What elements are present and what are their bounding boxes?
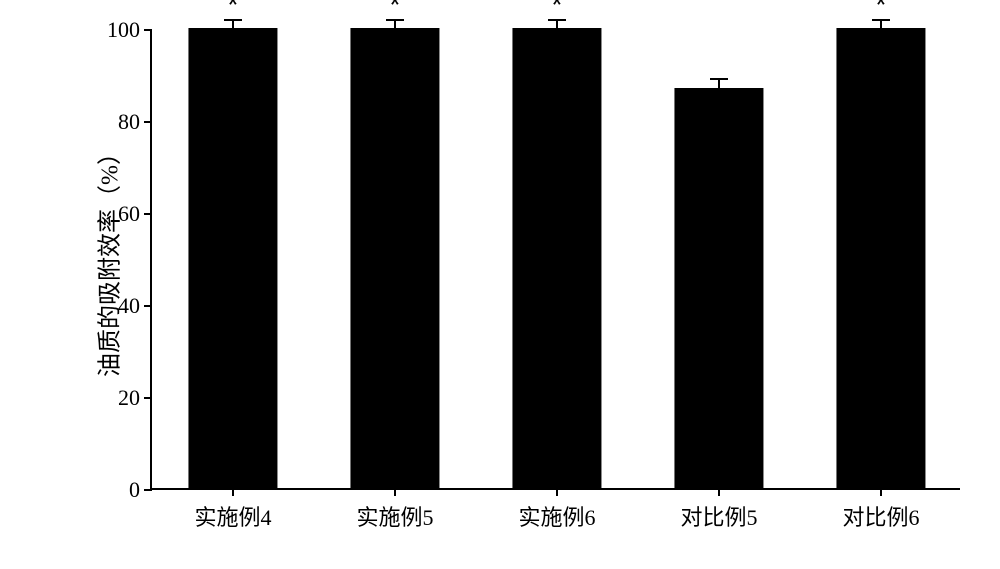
- y-tick: [144, 121, 152, 123]
- error-line: [232, 19, 234, 42]
- error-line: [556, 19, 558, 42]
- x-tick-label: 对比例5: [680, 500, 757, 532]
- y-tick-label: 80: [118, 109, 140, 135]
- chart-container: 油质的吸附效率（%） 020406080100*实施例4*实施例5*实施例6对比…: [90, 20, 970, 540]
- error-cap-bottom: [710, 99, 728, 101]
- error-line: [394, 19, 396, 42]
- x-tick-label: 实施例5: [356, 500, 433, 532]
- error-bar: [880, 19, 882, 42]
- x-tick: [394, 488, 396, 496]
- bar: [836, 28, 925, 488]
- y-tick: [144, 489, 152, 491]
- significance-mark: *: [390, 0, 401, 21]
- bar: [674, 88, 763, 488]
- y-tick: [144, 29, 152, 31]
- error-cap-top: [710, 78, 728, 80]
- error-line: [718, 78, 720, 101]
- y-tick: [144, 305, 152, 307]
- error-cap-bottom: [224, 40, 242, 42]
- error-bar: [232, 19, 234, 42]
- x-tick-label: 对比例6: [842, 500, 919, 532]
- y-tick-label: 60: [118, 201, 140, 227]
- significance-mark: *: [552, 0, 563, 21]
- y-tick: [144, 213, 152, 215]
- error-cap-bottom: [386, 40, 404, 42]
- x-tick-label: 实施例6: [518, 500, 595, 532]
- error-cap-bottom: [872, 40, 890, 42]
- y-tick-label: 40: [118, 293, 140, 319]
- error-bar: [556, 19, 558, 42]
- bar: [512, 28, 601, 488]
- x-tick-label: 实施例4: [194, 500, 271, 532]
- x-tick: [718, 488, 720, 496]
- y-axis-title: 油质的吸附效率（%）: [90, 141, 125, 377]
- significance-mark: *: [228, 0, 239, 21]
- y-tick-label: 100: [107, 17, 140, 43]
- x-tick: [232, 488, 234, 496]
- error-bar: [718, 78, 720, 101]
- error-bar: [394, 19, 396, 42]
- x-tick: [880, 488, 882, 496]
- y-tick-label: 0: [129, 477, 140, 503]
- error-cap-bottom: [548, 40, 566, 42]
- bar: [350, 28, 439, 488]
- plot-area: 油质的吸附效率（%） 020406080100*实施例4*实施例5*实施例6对比…: [150, 30, 960, 490]
- y-tick-label: 20: [118, 385, 140, 411]
- error-line: [880, 19, 882, 42]
- bar: [188, 28, 277, 488]
- x-tick: [556, 488, 558, 496]
- y-tick: [144, 397, 152, 399]
- significance-mark: *: [876, 0, 887, 21]
